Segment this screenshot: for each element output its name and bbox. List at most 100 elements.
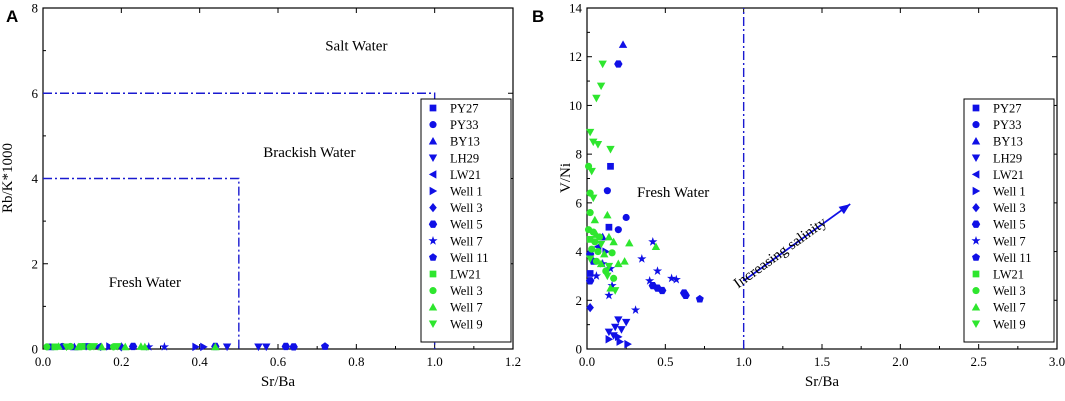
data-point bbox=[609, 237, 618, 246]
data-point bbox=[585, 128, 595, 137]
increasing-salinity-annotation: Increasing salinity bbox=[731, 214, 830, 292]
legend-marker-diamond-icon bbox=[429, 202, 437, 213]
data-point bbox=[605, 223, 613, 231]
data-point bbox=[614, 60, 623, 68]
data-point bbox=[611, 287, 620, 295]
legend-marker-square-icon bbox=[429, 270, 437, 278]
x-tick-label: 3.0 bbox=[1049, 354, 1065, 369]
data-point bbox=[589, 194, 598, 203]
data-point bbox=[97, 342, 106, 351]
y-tick-label: 14 bbox=[569, 1, 583, 16]
x-tick-label: 0.0 bbox=[35, 354, 51, 369]
panel-b-data-points bbox=[584, 40, 704, 349]
panel-a-legend-box bbox=[420, 98, 512, 343]
data-point bbox=[671, 274, 681, 284]
data-point bbox=[600, 249, 609, 258]
data-point bbox=[614, 316, 623, 324]
data-point bbox=[614, 226, 622, 234]
x-tick-label: 0.5 bbox=[657, 354, 673, 369]
data-point bbox=[618, 40, 628, 48]
data-point bbox=[591, 271, 601, 280]
data-point bbox=[585, 255, 595, 264]
legend-entry-label: PY27 bbox=[450, 102, 478, 116]
fresh-water-annotation: Fresh Water bbox=[637, 185, 709, 201]
legend-entry-label: LH29 bbox=[450, 151, 479, 165]
data-point bbox=[651, 242, 661, 251]
panel-a-ticks: 0.0 0.2 0.4 0.6 0.8 1.0 1.2 0 2 4 6 8 bbox=[32, 1, 522, 370]
panel-a-label: A bbox=[6, 7, 18, 26]
legend-marker-triangle-right-icon bbox=[972, 186, 981, 196]
y-tick-label: 0 bbox=[576, 342, 583, 357]
legend-entry-label: PY27 bbox=[993, 102, 1021, 116]
y-tick-label: 8 bbox=[32, 1, 39, 16]
y-tick-label: 6 bbox=[32, 86, 39, 101]
legend-entry-label: Well 5 bbox=[993, 218, 1026, 232]
legend-marker-square-icon bbox=[972, 104, 980, 112]
x-tick-label: 2.5 bbox=[971, 354, 987, 369]
x-tick-label: 1.5 bbox=[814, 354, 830, 369]
legend-marker-square-icon bbox=[429, 104, 437, 112]
legend-marker-hexagon-icon bbox=[428, 220, 438, 228]
panel-b-legend-box bbox=[963, 98, 1055, 343]
data-point bbox=[593, 141, 603, 149]
legend-entry-label: Well 7 bbox=[993, 301, 1026, 315]
panel-a-x-axis-label: Sr/Ba bbox=[261, 374, 296, 390]
data-point bbox=[625, 238, 634, 247]
legend-marker-circle-icon bbox=[972, 287, 980, 295]
data-point bbox=[591, 238, 599, 246]
legend-entry-label: PY33 bbox=[993, 118, 1021, 132]
data-point bbox=[604, 290, 614, 300]
panel-a-y-axis-label: Rb/K*1000 bbox=[0, 143, 16, 213]
legend-marker-triangle-up-icon bbox=[971, 303, 981, 311]
data-point bbox=[43, 343, 51, 351]
y-tick-label: 10 bbox=[569, 98, 582, 113]
data-point bbox=[586, 270, 594, 277]
legend-entry-label: Well 3 bbox=[450, 284, 483, 298]
salt-water-annotation: Salt Water bbox=[325, 39, 387, 55]
data-point bbox=[658, 286, 667, 295]
y-tick-label: 2 bbox=[576, 293, 583, 308]
data-point bbox=[140, 342, 150, 351]
legend-marker-triangle-up-icon bbox=[428, 303, 438, 311]
data-point bbox=[589, 138, 598, 147]
legend-entry-label: LW21 bbox=[450, 268, 481, 282]
fresh-water-annotation: Fresh Water bbox=[109, 275, 181, 291]
data-point bbox=[606, 145, 615, 154]
data-point bbox=[607, 280, 617, 290]
panel-a-data-points bbox=[43, 342, 329, 352]
legend-entry-label: Well 3 bbox=[993, 284, 1026, 298]
data-point bbox=[630, 305, 641, 314]
data-point bbox=[200, 342, 208, 352]
data-point bbox=[54, 342, 63, 350]
data-point bbox=[595, 233, 604, 241]
data-point bbox=[159, 342, 170, 351]
legend-marker-pentagon-icon bbox=[972, 253, 980, 261]
data-point bbox=[667, 273, 677, 283]
legend-entry-label: Well 7 bbox=[450, 234, 483, 248]
legend-marker-diamond-icon bbox=[972, 202, 980, 213]
legend-marker-triangle-up-icon bbox=[971, 137, 981, 145]
data-point bbox=[604, 328, 614, 337]
data-point bbox=[695, 294, 704, 303]
data-point bbox=[211, 342, 220, 351]
data-point bbox=[620, 257, 629, 265]
legend-entry-label: Well 1 bbox=[993, 185, 1026, 199]
data-point bbox=[594, 248, 602, 256]
data-point bbox=[648, 237, 658, 246]
increasing-salinity-arrow bbox=[743, 203, 851, 282]
data-point bbox=[192, 342, 200, 352]
data-point bbox=[622, 213, 630, 222]
y-tick-label: 0 bbox=[32, 342, 39, 357]
data-point bbox=[603, 210, 612, 219]
legend-marker-triangle-left-icon bbox=[428, 170, 437, 179]
y-tick-label: 6 bbox=[576, 195, 583, 210]
data-point bbox=[587, 167, 596, 176]
data-point bbox=[289, 343, 298, 351]
data-point bbox=[596, 82, 606, 91]
legend-marker-triangle-up-icon bbox=[428, 137, 438, 145]
x-tick-label: 1.2 bbox=[505, 354, 521, 369]
panel-b: B 0.0 0.5 1.0 1.5 2.0 2.5 3.0 0 2 4 6 8 10 12 14 Fresh… bbox=[532, 1, 1065, 391]
x-tick-label: 1.0 bbox=[736, 354, 752, 369]
